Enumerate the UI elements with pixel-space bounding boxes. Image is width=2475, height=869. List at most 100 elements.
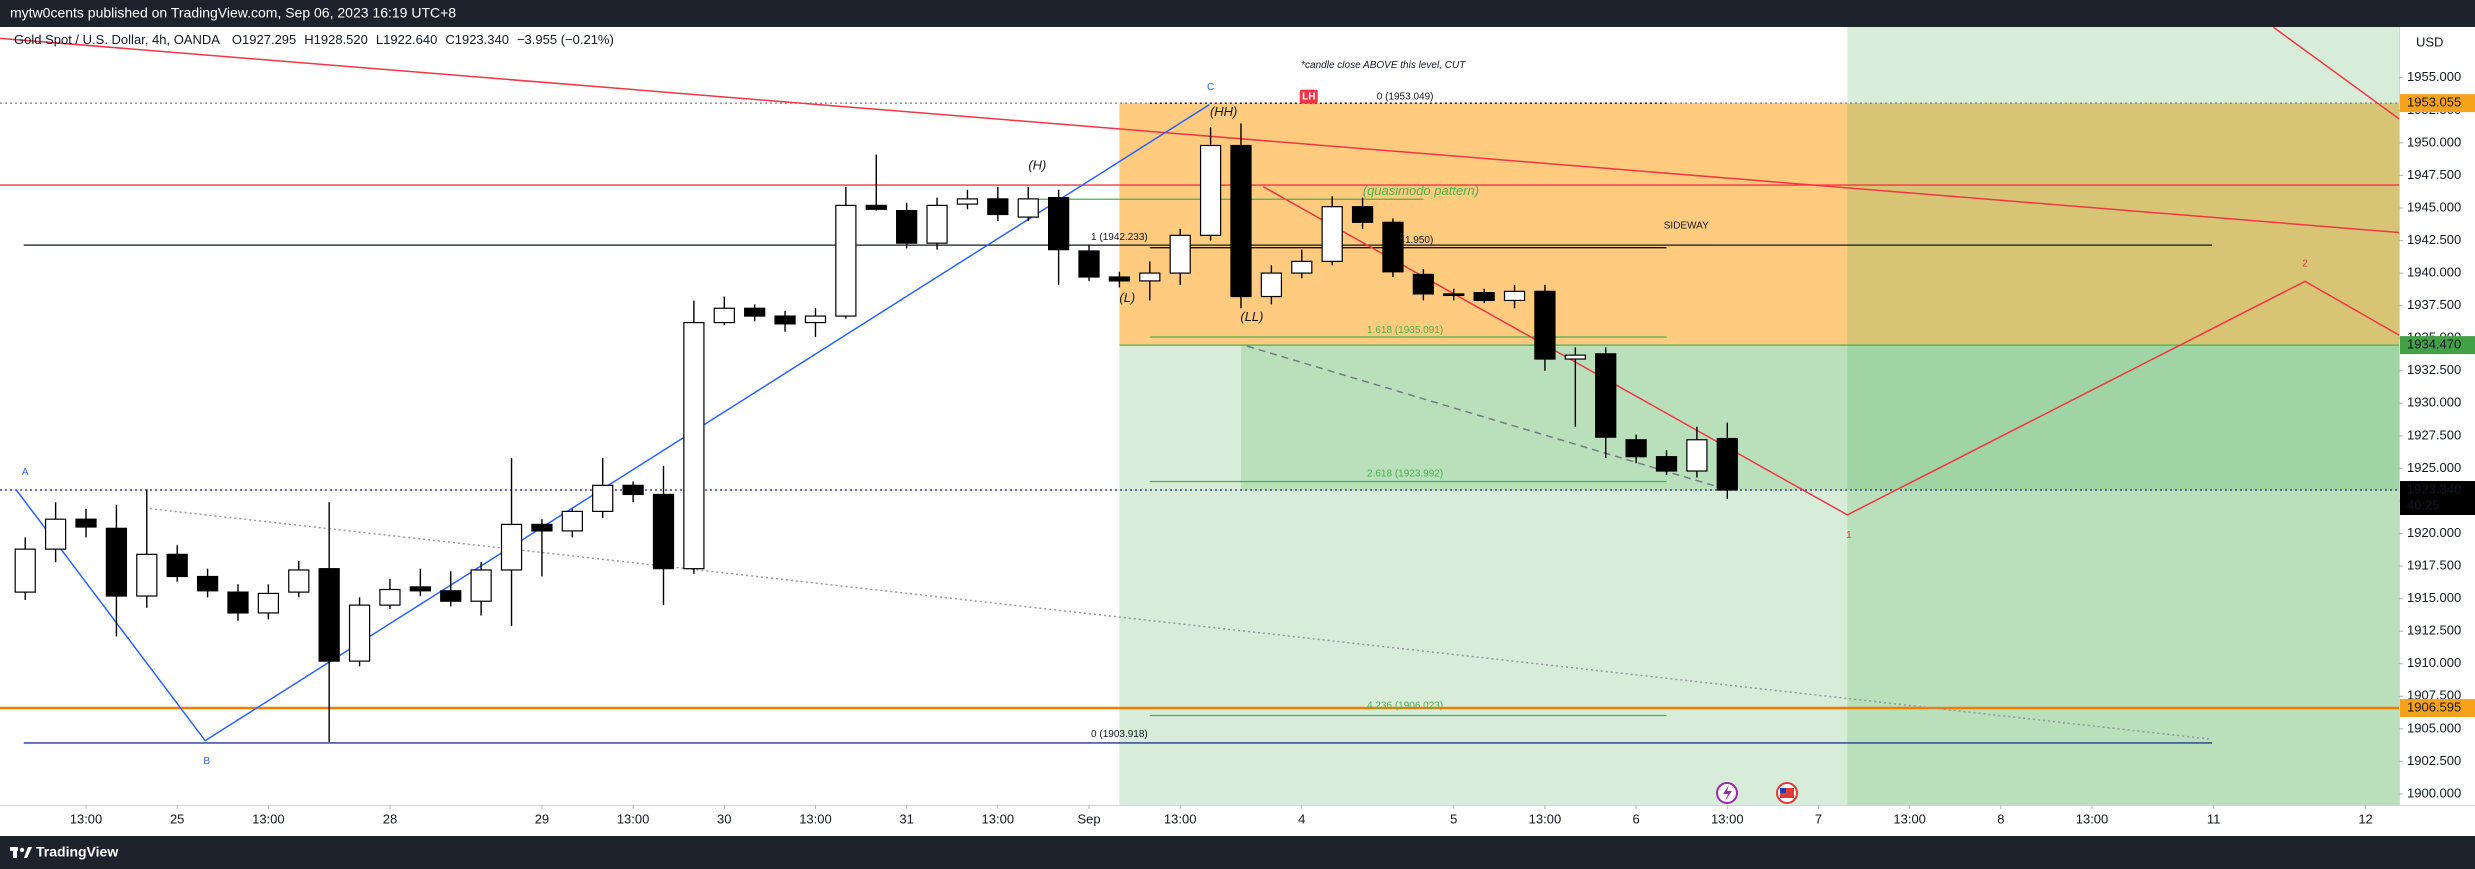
- candle-body: [1503, 290, 1526, 302]
- y-tick-label: 1955.000: [2407, 69, 2461, 84]
- candle-body: [531, 523, 553, 532]
- candle-body: [835, 204, 857, 317]
- annotation-text: (L): [1119, 290, 1135, 305]
- candle-body: [288, 569, 310, 593]
- x-tick-label: 13:00: [70, 811, 103, 826]
- candle-body: [1108, 276, 1131, 282]
- x-tick-label: 6: [1632, 811, 1639, 826]
- candle-body: [1595, 353, 1617, 438]
- x-tick-label: 12: [2358, 811, 2372, 826]
- y-tick-label: 1945.000: [2407, 199, 2461, 214]
- candle-body: [1169, 234, 1191, 274]
- candle-body: [227, 591, 249, 614]
- x-tick-label: 5: [1450, 811, 1457, 826]
- y-tick-label: 1910.000: [2407, 655, 2461, 670]
- y-tick-label: 1947.500: [2407, 167, 2461, 182]
- trend-line: [2273, 27, 2399, 120]
- x-tick-label: 29: [535, 811, 549, 826]
- candle-body: [956, 198, 979, 205]
- candle-body: [1078, 250, 1100, 278]
- y-tick-label: 1930.000: [2407, 395, 2461, 410]
- annotation-text: 0 (1953.049): [1377, 91, 1434, 102]
- candle-body: [1139, 272, 1161, 282]
- price-badge-label: 1934.470: [2407, 337, 2461, 352]
- annotation-text: SIDEWAY: [1664, 221, 1709, 232]
- y-tick-label: 1905.000: [2407, 720, 2461, 735]
- annotation-text: (quasimodo pattern): [1363, 183, 1479, 198]
- candle-body: [500, 523, 523, 571]
- legend-value: H1928.520: [304, 32, 368, 47]
- price-badge: [2400, 94, 2475, 113]
- annotation-badge: [1299, 89, 1318, 104]
- x-tick-label: 25: [170, 811, 184, 826]
- candle-body: [166, 553, 188, 578]
- y-tick-label: 1932.500: [2407, 362, 2461, 377]
- annotation-text: C: [1207, 82, 1214, 93]
- annotation-text: 1.618 (1935.091): [1367, 325, 1443, 336]
- header-text: mytw0cents published on TradingView.com,…: [10, 5, 456, 21]
- y-tick-label: 1950.000: [2407, 134, 2461, 149]
- header-bar: [0, 0, 2475, 27]
- legend-title: Gold Spot / U.S. Dollar, 4h, OANDA: [14, 32, 220, 47]
- y-tick-label: 1925.000: [2407, 460, 2461, 475]
- x-tick-label: 13:00: [799, 811, 832, 826]
- candle-body: [409, 586, 431, 592]
- y-tick-label: 1907.500: [2407, 688, 2461, 703]
- y-tick-label: 1927.500: [2407, 427, 2461, 442]
- legend-value: O1927.295: [232, 32, 296, 47]
- y-tick-label: 1940.000: [2407, 265, 2461, 280]
- y-tick-label: 1902.500: [2407, 753, 2461, 768]
- currency-label: USD: [2416, 34, 2443, 49]
- y-tick-label: 1912.500: [2407, 623, 2461, 638]
- candle-body: [136, 553, 158, 597]
- price-badge: [2400, 336, 2475, 355]
- flag-icon: [1780, 788, 1794, 798]
- annotation-text: (HH): [1210, 104, 1237, 119]
- candle-body: [1199, 144, 1222, 236]
- price-badge: [2400, 481, 2475, 516]
- candle-body: [1291, 260, 1313, 274]
- annotation-text: 0 (1903.918): [1091, 729, 1148, 740]
- x-tick-label: 13:00: [1164, 811, 1197, 826]
- logo-part: [24, 847, 32, 858]
- x-tick-label: 4: [1298, 811, 1305, 826]
- y-tick-label: 1920.000: [2407, 525, 2461, 540]
- candle-body: [1230, 144, 1252, 298]
- annotation-text: 4.236 (1906.023): [1367, 701, 1443, 712]
- axes: USD 1900.000 1902.500 1905.000 1907.500 1910.…: [70, 27, 2475, 826]
- x-tick-label: Sep: [1077, 811, 1100, 826]
- candle-body: [592, 484, 614, 512]
- candle-body: [713, 307, 735, 324]
- plot-area: *candle close ABOVE this level, CUT LH 0 (…: [0, 27, 2399, 805]
- footer-text: TradingView: [36, 844, 118, 860]
- candle-body: [865, 204, 887, 210]
- x-tick-label: 28: [383, 811, 397, 826]
- price-badge: [2400, 699, 2475, 718]
- candle-body: [348, 604, 371, 662]
- annotation-text: *candle close ABOVE this level, CUT: [1301, 60, 1466, 71]
- candle-body: [318, 568, 340, 662]
- legend-value: −3.955 (−0.21%): [517, 32, 614, 47]
- candle-body: [1047, 196, 1070, 251]
- candle-body: [1382, 221, 1404, 273]
- candle-body: [257, 592, 280, 614]
- x-tick-label: 13:00: [1711, 811, 1744, 826]
- event-icons: [1716, 782, 1798, 804]
- candle-body: [744, 307, 766, 317]
- candle-body: [1534, 290, 1556, 360]
- y-tick-label: 1917.500: [2407, 558, 2461, 573]
- candle-body: [1473, 292, 1495, 302]
- x-tick-label: 30: [717, 811, 731, 826]
- logo-part: [19, 847, 25, 853]
- trend-line: [15, 103, 1210, 742]
- footer-logo: [10, 847, 32, 858]
- legend: Gold Spot / U.S. Dollar, 4h, OANDA O1927.…: [14, 32, 614, 47]
- y-tick-label: 1937.500: [2407, 297, 2461, 312]
- candle-body: [379, 588, 401, 606]
- x-tick-label: 13:00: [252, 811, 285, 826]
- candle-body: [774, 315, 796, 325]
- candle-body: [14, 548, 36, 593]
- price-badge-label: 1953.055: [2407, 95, 2461, 110]
- candle-body: [1351, 206, 1374, 223]
